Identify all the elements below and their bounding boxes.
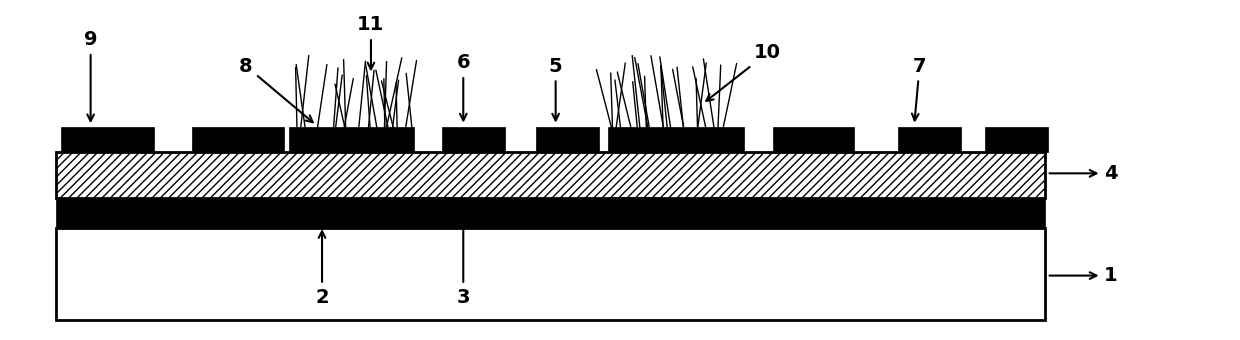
- Text: 7: 7: [911, 57, 926, 120]
- Text: 1: 1: [1049, 266, 1118, 285]
- Text: 2: 2: [315, 231, 329, 307]
- Text: 6: 6: [456, 53, 470, 120]
- Bar: [56, 198, 1044, 228]
- Bar: [56, 152, 1044, 198]
- Bar: [985, 127, 1048, 152]
- Bar: [56, 152, 1044, 198]
- Text: 5: 5: [549, 57, 563, 120]
- Bar: [713, 197, 763, 213]
- Text: 10: 10: [707, 44, 781, 101]
- Bar: [898, 127, 961, 152]
- Text: 9: 9: [84, 30, 98, 121]
- Bar: [536, 127, 599, 152]
- Bar: [608, 127, 744, 152]
- Bar: [61, 127, 154, 152]
- Bar: [192, 127, 284, 152]
- Text: 8: 8: [239, 57, 312, 122]
- Bar: [403, 197, 453, 213]
- Text: 3: 3: [456, 218, 470, 307]
- Text: 4: 4: [1049, 164, 1118, 183]
- Bar: [441, 127, 505, 152]
- Text: 11: 11: [357, 15, 384, 69]
- Bar: [56, 228, 1044, 320]
- Bar: [289, 197, 339, 213]
- Bar: [289, 127, 414, 152]
- Bar: [608, 197, 657, 213]
- Bar: [773, 127, 854, 152]
